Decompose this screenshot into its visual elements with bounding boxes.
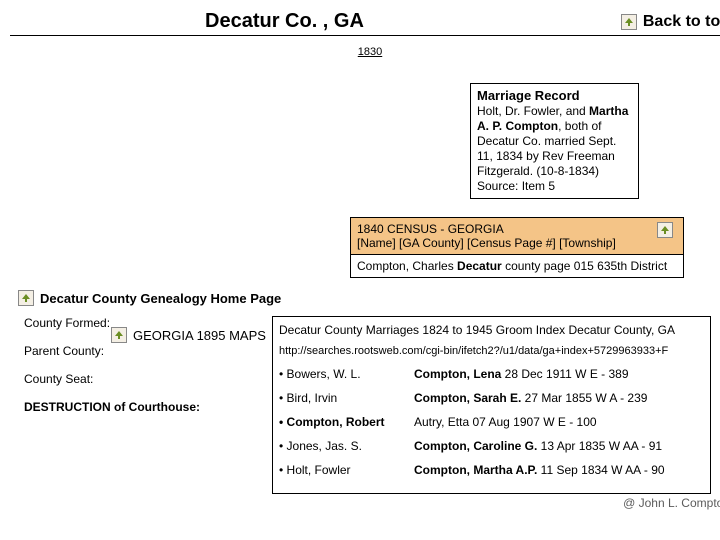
marriage-text-a: Holt, Dr. Fowler, and	[477, 104, 589, 118]
marriages-box: Decatur County Marriages 1824 to 1945 Gr…	[272, 316, 711, 494]
marriage-row: • Holt, FowlerCompton, Martha A.P. 11 Se…	[279, 463, 704, 477]
bride-cell: Compton, Caroline G. 13 Apr 1835 W AA - …	[414, 439, 704, 453]
footer-credit: @ John L. Compton	[10, 496, 720, 510]
page-title: Decatur Co. , GA	[205, 10, 364, 33]
census-title: 1840 CENSUS - GEORGIA	[357, 222, 677, 236]
back-to-top-link[interactable]: Back to top	[621, 13, 720, 31]
marriage-row: • Compton, RobertAutry, Etta 07 Aug 1907…	[279, 415, 704, 429]
marriage-title: Marriage Record	[477, 88, 632, 104]
marriages-url[interactable]: http://searches.rootsweb.com/cgi-bin/ife…	[279, 345, 704, 357]
genealogy-home-link[interactable]: Decatur County Genealogy Home Page	[18, 290, 720, 306]
marriage-body: Holt, Dr. Fowler, and Martha A. P. Compt…	[477, 104, 632, 194]
header: Decatur Co. , GA Back to top	[10, 10, 720, 36]
groom-cell: • Compton, Robert	[279, 415, 414, 429]
bride-cell: Compton, Martha A.P. 11 Sep 1834 W AA - …	[414, 463, 704, 477]
marriages-title: Decatur County Marriages 1824 to 1945 Gr…	[279, 323, 704, 337]
marriage-row: • Bowers, W. L.Compton, Lena 28 Dec 1911…	[279, 367, 704, 381]
genealogy-label: Decatur County Genealogy Home Page	[40, 291, 281, 306]
marriage-row: • Bird, IrvinCompton, Sarah E. 27 Mar 18…	[279, 391, 704, 405]
census-sub: [Name] [GA County] [Census Page #] [Town…	[357, 236, 677, 250]
groom-cell: • Bowers, W. L.	[279, 367, 414, 381]
up-arrow-icon	[621, 14, 637, 30]
bride-cell: Compton, Sarah E. 27 Mar 1855 W A - 239	[414, 391, 704, 405]
marriages-rows: • Bowers, W. L.Compton, Lena 28 Dec 1911…	[279, 367, 704, 477]
marriage-row: • Jones, Jas. S.Compton, Caroline G. 13 …	[279, 439, 704, 453]
census-icon[interactable]	[657, 222, 673, 238]
census-county: Decatur	[457, 259, 502, 273]
maps-icon	[111, 327, 127, 343]
groom-cell: • Jones, Jas. S.	[279, 439, 414, 453]
parent-county: Parent County:	[24, 344, 272, 358]
census-name: Compton, Charles	[357, 259, 457, 273]
bride-cell: Autry, Etta 07 Aug 1907 W E - 100	[414, 415, 704, 429]
groom-cell: • Bird, Irvin	[279, 391, 414, 405]
census-row: Compton, Charles Decatur county page 015…	[350, 255, 684, 278]
genealogy-icon	[18, 290, 34, 306]
bride-cell: Compton, Lena 28 Dec 1911 W E - 389	[414, 367, 704, 381]
census-header-box: 1840 CENSUS - GEORGIA [Name] [GA County]…	[350, 217, 684, 255]
maps-link[interactable]: GEORGIA 1895 MAPS	[111, 327, 266, 343]
marriage-record-box: Marriage Record Holt, Dr. Fowler, and Ma…	[470, 83, 639, 199]
maps-label: GEORGIA 1895 MAPS	[133, 328, 266, 343]
county-seat: County Seat:	[24, 372, 272, 386]
destruction: DESTRUCTION of Courthouse:	[24, 400, 272, 414]
census-rest: county page 015 635th District	[502, 259, 667, 273]
back-to-top-label: Back to top	[643, 13, 720, 31]
year-link[interactable]: 1830	[10, 46, 720, 58]
groom-cell: • Holt, Fowler	[279, 463, 414, 477]
